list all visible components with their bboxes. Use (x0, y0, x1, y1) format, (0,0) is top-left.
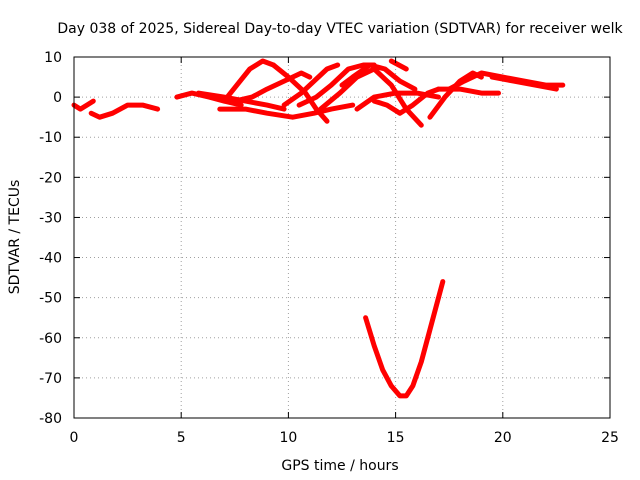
y-tick-label: -60 (39, 331, 62, 347)
y-tick-label: -40 (39, 251, 62, 267)
y-tick-label: -50 (39, 291, 62, 307)
y-tick-label: -80 (39, 411, 62, 427)
series-satellite-track-7 (270, 62, 330, 124)
x-tick-label: 25 (601, 430, 619, 446)
series-satellite-track-14 (371, 86, 441, 116)
x-tick-label: 15 (387, 430, 405, 446)
x-tick-label: 20 (494, 430, 512, 446)
x-axis-label: GPS time / hours (281, 458, 398, 474)
x-tick-label: 10 (279, 430, 297, 446)
series-satellite-track-8 (232, 70, 313, 104)
data-series (71, 58, 566, 399)
gridlines (74, 57, 610, 418)
series-satellite-track-1 (71, 98, 96, 112)
series-satellite-track-12 (339, 62, 418, 92)
series-satellite-track-19 (489, 74, 559, 92)
y-tick-label: -10 (39, 130, 62, 146)
y-tick-label: 0 (53, 90, 62, 106)
series-satellite-track-10 (296, 62, 377, 108)
y-axis-label: SDTVAR / TECUs (7, 180, 23, 295)
series-satellite-track-15 (388, 58, 409, 72)
plot-frame (73, 56, 611, 419)
y-tick-label: 10 (44, 50, 62, 66)
series-satellite-track-5 (221, 58, 276, 104)
series-satellite-track-9 (281, 62, 341, 108)
y-tick-label: -20 (39, 170, 62, 186)
y-tick-label: -70 (39, 371, 62, 387)
series-satellite-track-2 (88, 102, 161, 120)
x-tick-label: 0 (70, 430, 79, 446)
y-tick-label: -30 (39, 210, 62, 226)
axis-ticks (73, 56, 611, 419)
y-tick-labels: 10 0 -10 -20 -30 -40 -50 -60 -70 -80 (39, 50, 62, 427)
x-tick-labels: 0 5 10 15 20 25 (70, 430, 619, 446)
series-satellite-track-6 (217, 102, 356, 120)
series-satellite-track-20 (363, 279, 446, 399)
x-tick-label: 5 (177, 430, 186, 446)
chart-title: Day 038 of 2025, Sidereal Day-to-day VTE… (57, 21, 623, 37)
